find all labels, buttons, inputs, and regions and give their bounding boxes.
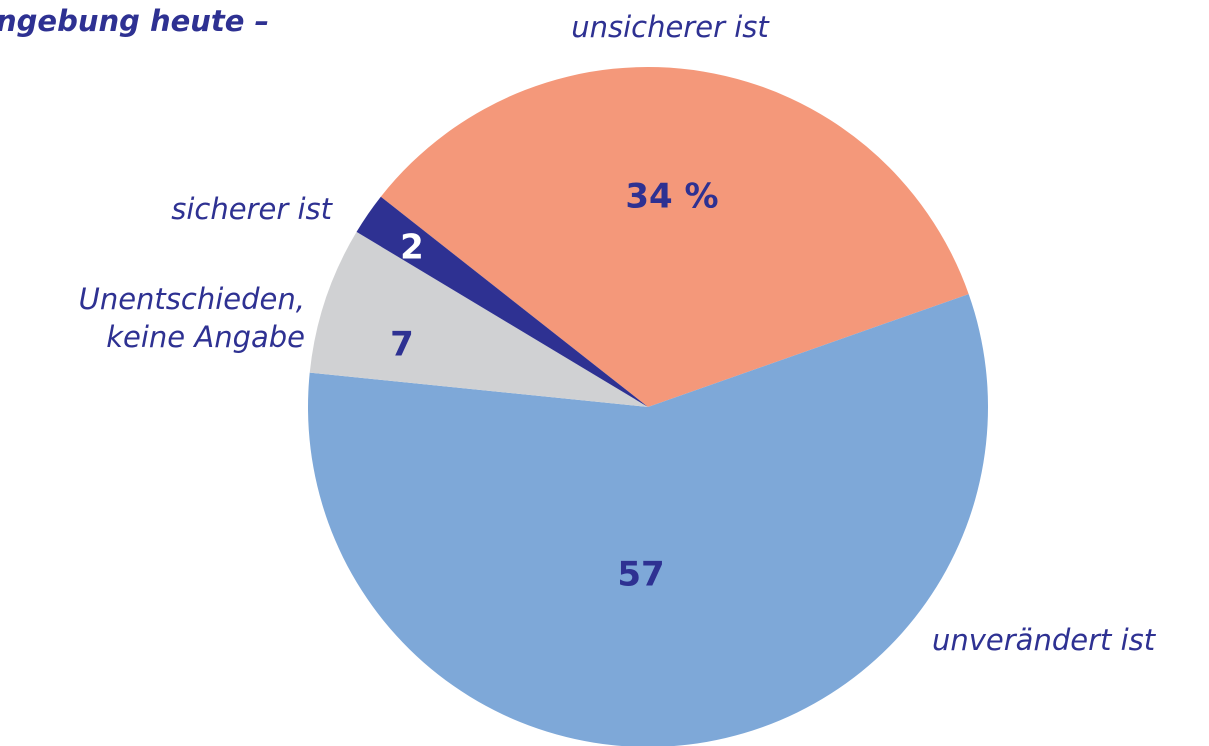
- value-label: 57: [617, 555, 664, 595]
- chart-title: ngebung heute –: [0, 4, 270, 38]
- slice-label: unsicherer ist: [571, 10, 769, 44]
- pie-slice: [309, 231, 648, 407]
- pie-slice: [380, 67, 969, 407]
- slice-label: sicherer ist: [171, 192, 332, 226]
- slice-label: unverändert ist: [932, 623, 1156, 657]
- pie-slice: [308, 294, 988, 746]
- value-label: 34 %: [625, 177, 718, 217]
- value-label: 7: [390, 325, 414, 365]
- pie-slice: [356, 196, 648, 407]
- slice-label: Unentschieden, keine Angabe: [78, 282, 305, 354]
- value-label: 2: [400, 228, 424, 268]
